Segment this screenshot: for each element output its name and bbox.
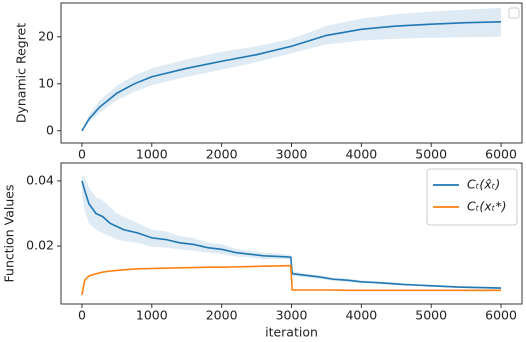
y-tick-label: 0.04 — [26, 172, 54, 187]
y-tick-label: 0.02 — [26, 238, 54, 253]
x-tick-label: 6000 — [485, 308, 517, 323]
confidence-band — [81, 7, 502, 131]
x-tick-label: 2000 — [206, 147, 238, 162]
empty-legend — [508, 7, 520, 19]
x-tick-label: 1000 — [136, 308, 168, 323]
x-tick-label: 4000 — [345, 147, 377, 162]
x-tick-label: 6000 — [485, 147, 517, 162]
line — [81, 264, 502, 296]
y-axis-label: Dynamic Regret — [14, 23, 29, 123]
y-axis-label: Function Values — [2, 185, 17, 283]
legend-box — [426, 168, 518, 226]
x-tick-label: 5000 — [415, 308, 447, 323]
x-tick-label: 3000 — [276, 308, 308, 323]
x-tick-label: 3000 — [276, 147, 308, 162]
line — [81, 180, 502, 289]
line — [81, 20, 502, 132]
x-tick-label: 0 — [78, 308, 86, 323]
y-tick-label: 10 — [38, 75, 54, 90]
legend-label: Cₜ(xₜ*) — [467, 199, 507, 214]
y-tick-label: 20 — [38, 28, 54, 43]
x-tick-label: 5000 — [415, 147, 447, 162]
x-tick-label: 0 — [78, 147, 86, 162]
x-axis-label: iteration — [265, 325, 318, 340]
x-tick-label: 2000 — [206, 308, 238, 323]
y-tick-label: 0 — [46, 122, 54, 137]
legend-label: Cₜ(x̂ₜ) — [467, 177, 500, 192]
x-tick-label: 1000 — [136, 147, 168, 162]
x-tick-label: 4000 — [345, 308, 377, 323]
